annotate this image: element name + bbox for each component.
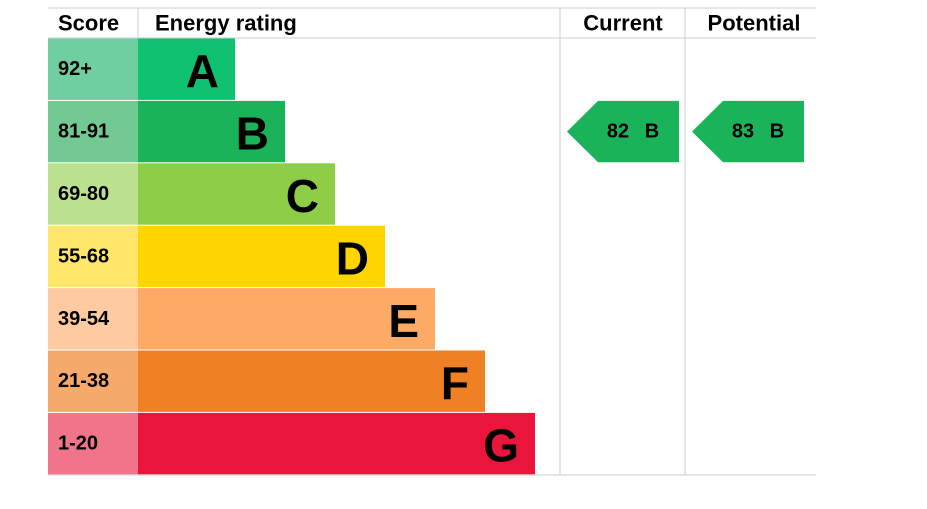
rating-arrow bbox=[567, 100, 679, 163]
score-cell bbox=[48, 288, 138, 350]
rating-letter: F bbox=[441, 357, 469, 409]
rating-letter: A bbox=[186, 45, 219, 97]
score-range: 21-38 bbox=[58, 370, 109, 392]
rating-letter: C bbox=[286, 170, 319, 222]
rating-letter: D bbox=[336, 232, 369, 284]
rating-score: 82 bbox=[607, 121, 629, 143]
score-range: 55-68 bbox=[58, 245, 109, 267]
score-cell bbox=[48, 225, 138, 288]
score-range: 92+ bbox=[58, 58, 92, 80]
score-cell bbox=[48, 38, 138, 100]
rating-arrow bbox=[692, 100, 804, 163]
header-potential: Potential bbox=[708, 11, 801, 36]
rating-bar bbox=[138, 412, 535, 475]
rating-bar bbox=[138, 350, 485, 412]
rating-score: 83 bbox=[732, 121, 754, 143]
rating-letter: G bbox=[483, 420, 519, 472]
score-range: 81-91 bbox=[58, 121, 109, 143]
score-range: 39-54 bbox=[58, 308, 110, 330]
score-cell bbox=[48, 350, 138, 412]
rating-letter: E bbox=[388, 295, 419, 347]
rating-bar bbox=[138, 225, 385, 288]
rating-band: B bbox=[645, 121, 659, 143]
score-cell bbox=[48, 163, 138, 225]
score-range: 69-80 bbox=[58, 183, 109, 205]
rating-bar bbox=[138, 163, 335, 225]
header-score: Score bbox=[58, 11, 119, 36]
rating-letter: B bbox=[236, 108, 269, 160]
rating-bar bbox=[138, 38, 235, 100]
header-current: Current bbox=[583, 11, 663, 36]
rating-bar bbox=[138, 288, 435, 350]
header-rating: Energy rating bbox=[155, 11, 297, 36]
score-cell bbox=[48, 100, 138, 163]
score-range: 1-20 bbox=[58, 433, 98, 455]
rating-bar bbox=[138, 100, 285, 163]
score-cell bbox=[48, 412, 138, 475]
rating-band: B bbox=[770, 121, 784, 143]
